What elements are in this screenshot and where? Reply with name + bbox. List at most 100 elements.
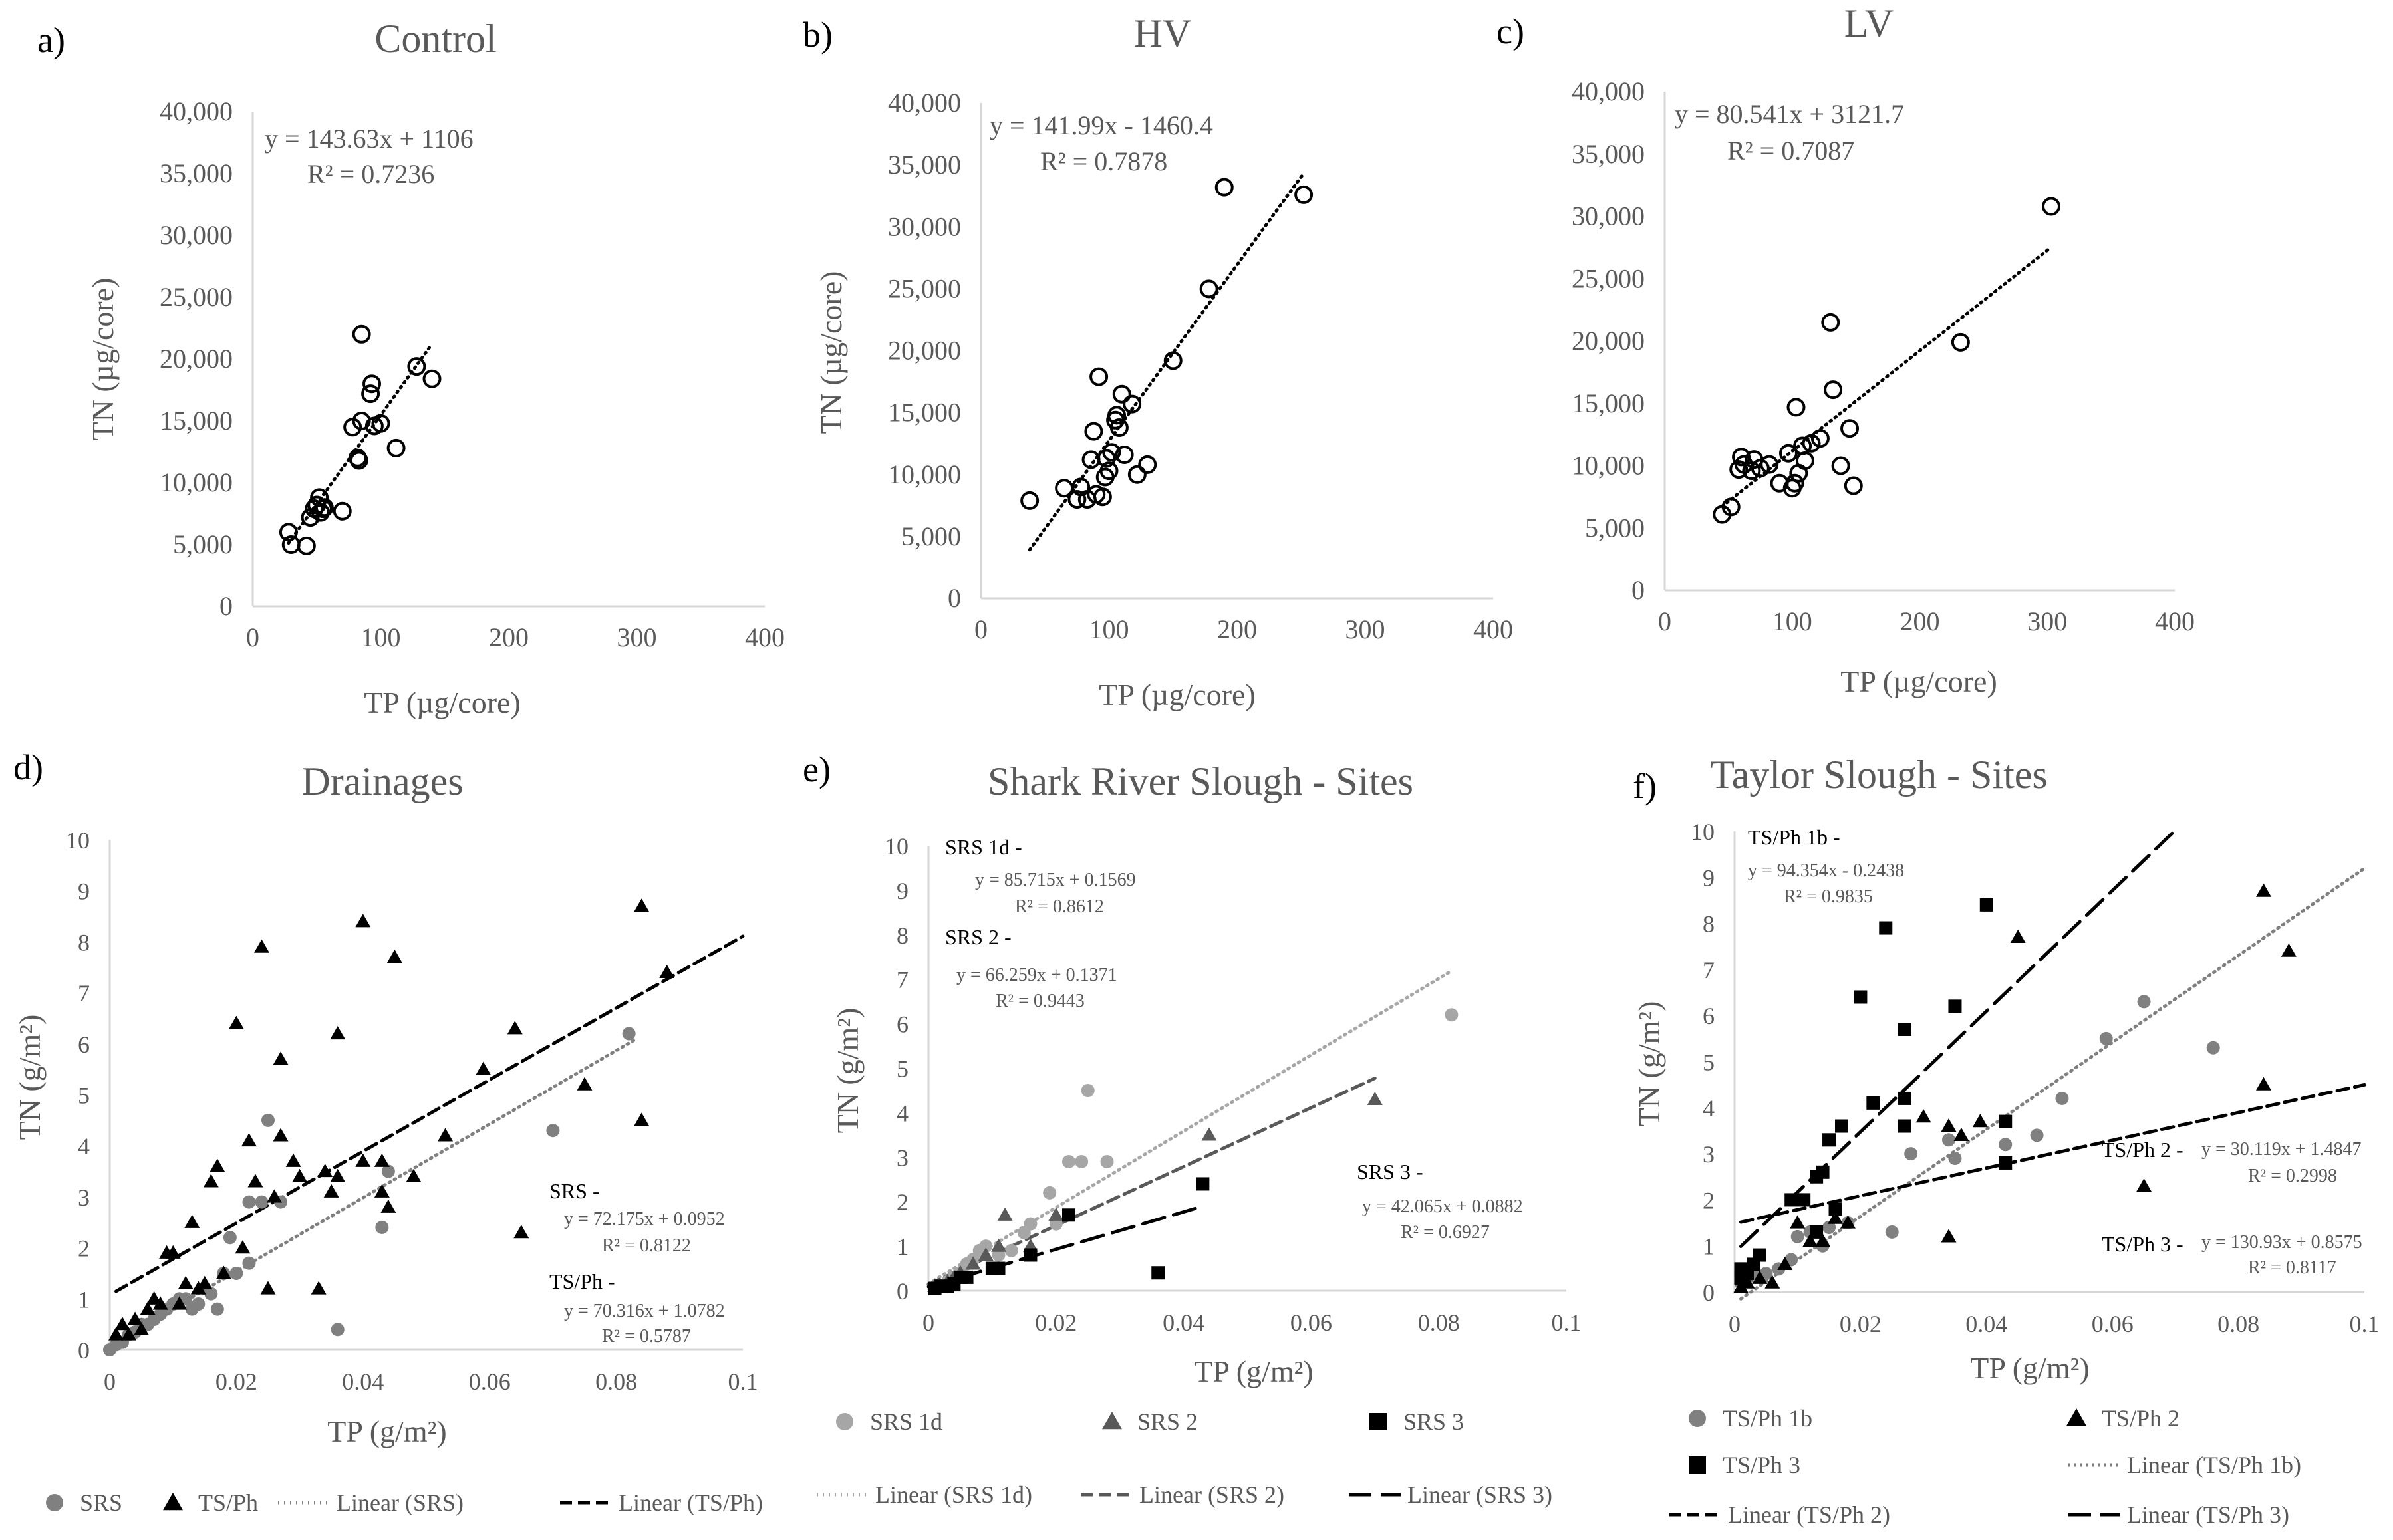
legend: TS/Ph 1b TS/Ph 2 TS/Ph 3 Linear (TS/Ph 1b) L… xyxy=(1669,1405,2301,1528)
data-point xyxy=(267,1189,283,1203)
data-point xyxy=(352,324,371,344)
annotation-srs-eq: y = 72.175x + 0.0952 xyxy=(564,1209,725,1229)
annotation-t1-eq: y = 94.354x - 0.2438 xyxy=(1748,860,1904,881)
x-tick-label: 400 xyxy=(1473,614,1513,644)
data-point xyxy=(247,1174,263,1188)
x-tick-label: 0.04 xyxy=(1163,1309,1204,1336)
data-point xyxy=(235,1240,251,1254)
y-axis-title: TN (µg/core) xyxy=(86,278,120,441)
data-point xyxy=(1093,487,1112,507)
annotation-r2: R² = 0.7878 xyxy=(1040,146,1167,176)
x-tick-label: 100 xyxy=(1089,614,1129,644)
data-point xyxy=(279,523,298,542)
x-tick-label: 0.06 xyxy=(469,1368,511,1395)
data-point xyxy=(1109,418,1129,437)
data-point xyxy=(1075,1154,1089,1168)
data-point xyxy=(1810,1225,1824,1239)
data-point xyxy=(1151,1266,1165,1280)
legend-label-2: Linear (SRS) xyxy=(337,1489,464,1516)
y-tick-label: 7 xyxy=(897,967,909,993)
data-point xyxy=(1107,406,1127,425)
data-point xyxy=(2206,1041,2220,1055)
data-point xyxy=(1879,921,1893,935)
data-point xyxy=(1999,1156,2013,1170)
x-tick-label: 100 xyxy=(1772,606,1812,636)
data-point xyxy=(229,1266,243,1280)
data-point xyxy=(114,1317,130,1331)
data-point xyxy=(1061,1208,1075,1222)
y-tick-label: 2 xyxy=(78,1235,90,1262)
legend-label-0: SRS 1d xyxy=(870,1408,942,1435)
y-tick-label: 9 xyxy=(897,878,909,904)
data-point xyxy=(184,1214,200,1228)
x-tick-label: 0.06 xyxy=(2092,1311,2134,1337)
x-axis-title: TP (µg/core) xyxy=(364,686,521,719)
legend: SRS 1d SRS 2 SRS 3 Linear (SRS 1d) Linear (S… xyxy=(817,1408,1552,1508)
data-point xyxy=(292,1168,308,1182)
legend-swatch-1 xyxy=(2066,1408,2086,1426)
data-point xyxy=(311,503,331,522)
x-axis-title: TP (µg/core) xyxy=(1099,678,1256,711)
data-point xyxy=(513,1225,529,1239)
data-point xyxy=(2255,1077,2271,1091)
data-point xyxy=(1196,1177,1210,1191)
legend-label-2: SRS 3 xyxy=(1403,1408,1464,1435)
panel-f: f) Taylor Slough - Sites 0 0.02 0.04 0.06 0.08… xyxy=(1632,753,2380,1528)
data-point xyxy=(1043,1186,1057,1200)
data-point xyxy=(204,1287,218,1301)
x-axis-title: TP (µg/core) xyxy=(1840,664,1997,698)
data-point xyxy=(1751,459,1770,478)
data-point xyxy=(140,1301,156,1315)
annotation-eq: y = 141.99x - 1460.4 xyxy=(990,110,1213,140)
data-point xyxy=(1821,313,1840,332)
data-point xyxy=(1004,1243,1018,1257)
y-axis-title: TN (g/m²) xyxy=(831,1008,865,1134)
trendline-1 xyxy=(114,934,745,1293)
data-point xyxy=(1742,461,1761,480)
data-point xyxy=(1790,1229,1804,1243)
x-tick-label: 0 xyxy=(104,1368,116,1395)
x-tick-label: 0 xyxy=(1729,1311,1741,1337)
data-point xyxy=(1100,1154,1114,1168)
panel-label: e) xyxy=(803,749,831,789)
legend-label-1: TS/Ph xyxy=(198,1489,258,1516)
legend-label-2: TS/Ph 3 xyxy=(1723,1452,1800,1478)
series-ts-ph xyxy=(108,898,675,1341)
data-point xyxy=(375,1220,389,1234)
data-point xyxy=(165,1245,181,1259)
data-point xyxy=(172,1296,188,1310)
data-point xyxy=(215,1265,231,1279)
data-point xyxy=(127,1311,143,1325)
data-point xyxy=(1764,1275,1780,1289)
annotation-t2-r2: R² = 0.2998 xyxy=(2248,1166,2337,1186)
annotation-s3-eq: y = 42.065x + 0.0882 xyxy=(1362,1196,1523,1217)
x-axis-title: TP (g/m²) xyxy=(1970,1351,2089,1385)
y-axis-title: TN (g/m²) xyxy=(1632,1001,1666,1127)
data-point xyxy=(1885,1225,1899,1239)
data-point xyxy=(330,1168,346,1182)
data-point xyxy=(1123,394,1142,414)
legend: SRS TS/Ph Linear (SRS) Linear (TS/Ph) xyxy=(46,1489,763,1516)
data-point xyxy=(659,964,675,979)
data-point xyxy=(192,1297,206,1311)
y-tick-label: 3 xyxy=(1703,1141,1715,1168)
data-point xyxy=(1941,1118,1957,1132)
data-point xyxy=(121,1327,137,1341)
x-tick-label: 0.08 xyxy=(1418,1309,1460,1336)
x-tick-label: 0 xyxy=(974,614,988,644)
data-point xyxy=(2030,1128,2044,1142)
data-point xyxy=(577,1077,593,1091)
data-point xyxy=(1815,1233,1831,1247)
data-point xyxy=(634,1112,650,1126)
y-tick-label: 1 xyxy=(897,1233,909,1260)
series-srs-3 xyxy=(928,1177,1210,1295)
annotation-s3-r2: R² = 0.6927 xyxy=(1401,1222,1490,1243)
y-tick-label: 40,000 xyxy=(888,88,961,118)
data-point xyxy=(1840,1215,1856,1229)
x-tick-label: 0.1 xyxy=(1552,1309,1582,1336)
data-point xyxy=(210,1302,224,1316)
y-tick-label: 5 xyxy=(897,1056,909,1083)
y-tick-label: 5,000 xyxy=(1585,513,1645,543)
data-point xyxy=(2137,995,2151,1009)
x-tick-label: 300 xyxy=(617,622,657,652)
